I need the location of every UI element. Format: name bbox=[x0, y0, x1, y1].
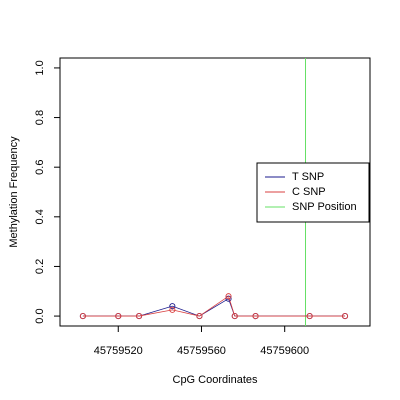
data-point bbox=[306, 313, 313, 320]
data-point bbox=[196, 313, 203, 320]
series-line bbox=[82, 295, 346, 317]
y-axis-title: Methylation Frequency bbox=[8, 136, 20, 248]
x-tick-label: 45759600 bbox=[260, 345, 309, 357]
legend-label: T SNP bbox=[292, 171, 324, 183]
data-point bbox=[136, 313, 143, 320]
data-point bbox=[169, 306, 176, 313]
legend-label: SNP Position bbox=[292, 201, 357, 213]
plot-frame bbox=[59, 57, 371, 327]
y-tick-label: 0.0 bbox=[34, 308, 46, 323]
data-point bbox=[79, 313, 86, 320]
x-tick-label: 45759560 bbox=[177, 345, 226, 357]
x-axis-title: CpG Coordinates bbox=[173, 374, 258, 386]
y-tick-label: 1.0 bbox=[34, 60, 46, 75]
data-point bbox=[252, 313, 259, 320]
y-tick-label: 0.6 bbox=[34, 160, 46, 175]
data-point bbox=[225, 293, 232, 300]
y-tick-label: 0.4 bbox=[34, 209, 46, 224]
legend-label: C SNP bbox=[292, 186, 326, 198]
x-tick-label: 45759520 bbox=[94, 345, 143, 357]
y-tick-label: 0.2 bbox=[34, 259, 46, 274]
data-point bbox=[231, 313, 238, 320]
data-point bbox=[169, 303, 176, 310]
data-point bbox=[115, 313, 122, 320]
data-point bbox=[341, 313, 349, 320]
y-tick-label: 0.8 bbox=[34, 110, 46, 125]
